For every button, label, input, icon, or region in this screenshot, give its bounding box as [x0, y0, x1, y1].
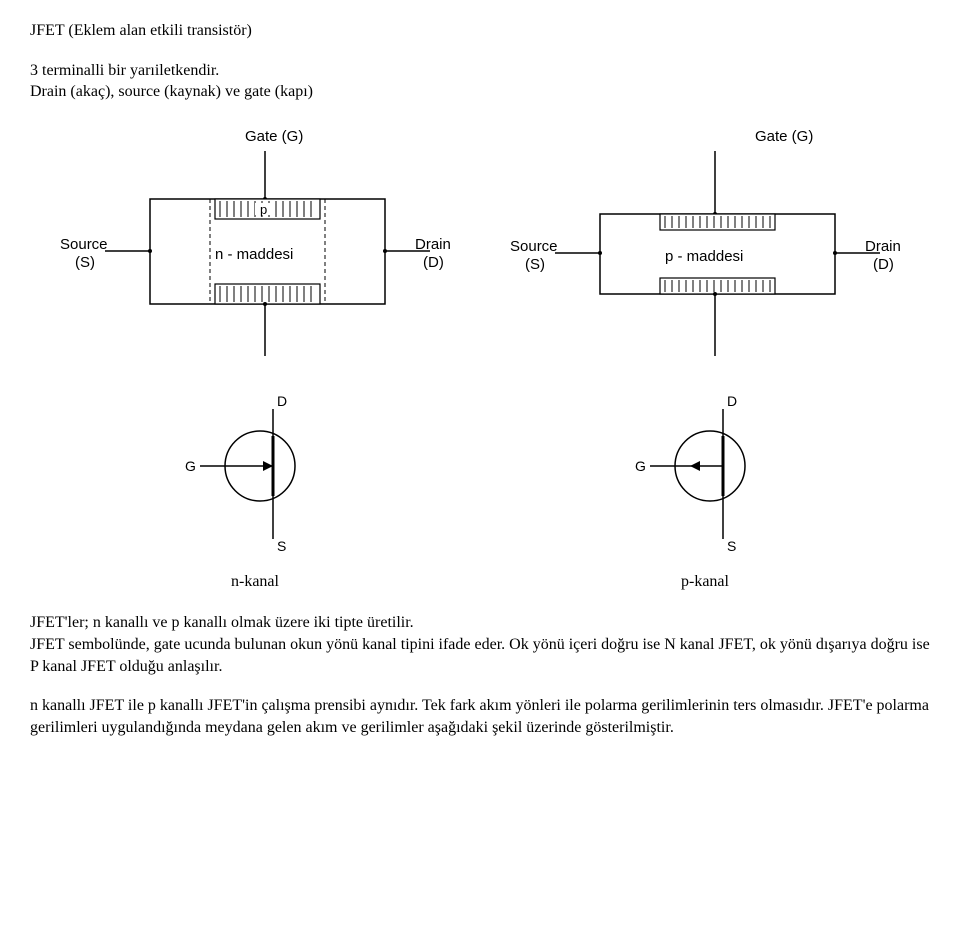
- material-label: n - maddesi: [215, 246, 293, 263]
- g-label: G: [185, 458, 196, 474]
- n-channel-structure-diagram: Gate (G) p: [45, 121, 465, 381]
- n-channel-label: n-kanal: [105, 571, 405, 593]
- n-channel-symbol: D G S: [155, 391, 355, 561]
- p-channel-symbol: D G S: [605, 391, 805, 561]
- body-paragraph-1: JFET'ler; n kanallı ve p kanallı olmak ü…: [30, 612, 930, 677]
- intro-line-1: 3 terminalli bir yarıiletkendir.: [30, 62, 219, 79]
- drain-label: Drain: [415, 236, 451, 253]
- channel-labels-row: n-kanal p-kanal: [30, 571, 930, 593]
- source-label: Source: [60, 236, 108, 253]
- material-label-p: p - maddesi: [665, 248, 743, 265]
- body-p1-text: JFET'ler; n kanallı ve p kanallı olmak ü…: [30, 614, 414, 631]
- s-label: S: [277, 538, 286, 554]
- body-paragraph-2: n kanallı JFET ile p kanallı JFET'in çal…: [30, 695, 930, 738]
- drain-sym-p: (D): [873, 256, 894, 273]
- intro-line-2: Drain (akaç), source (kaynak) ve gate (k…: [30, 83, 313, 100]
- intro-paragraph: 3 terminalli bir yarıiletkendir. Drain (…: [30, 60, 930, 103]
- drain-sym: (D): [423, 254, 444, 271]
- source-label-p: Source: [510, 238, 558, 255]
- g-label-p: G: [635, 458, 646, 474]
- p-letter-top: p: [260, 202, 267, 217]
- drain-label-p: Drain: [865, 238, 901, 255]
- symbol-diagrams-row: D G S D G S: [30, 391, 930, 561]
- gate-label: Gate (G): [245, 128, 303, 145]
- p-channel-structure-diagram: Gate (G) p - m: [495, 121, 915, 381]
- gate-label: Gate (G): [755, 128, 813, 145]
- source-sym-p: (S): [525, 256, 545, 273]
- source-sym: (S): [75, 254, 95, 271]
- s-label-p: S: [727, 538, 736, 554]
- p-channel-label: p-kanal: [555, 571, 855, 593]
- page-title: JFET (Eklem alan etkili transistör): [30, 20, 930, 42]
- d-label-p: D: [727, 393, 737, 409]
- d-label: D: [277, 393, 287, 409]
- structure-diagrams-row: Gate (G) p: [30, 121, 930, 381]
- body-p2-text: JFET sembolünde, gate ucunda bulunan oku…: [30, 636, 930, 675]
